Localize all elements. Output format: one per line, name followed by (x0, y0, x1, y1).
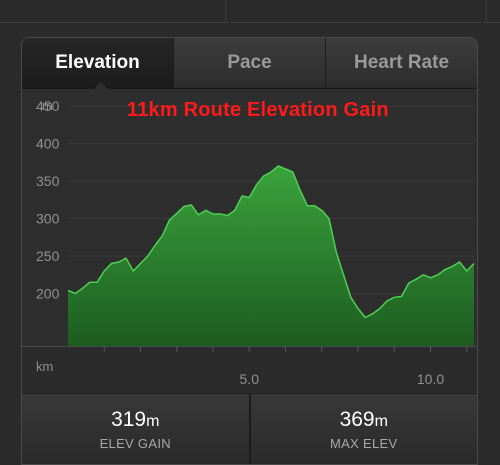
elevation-area (68, 166, 474, 346)
tab-heart-rate[interactable]: Heart Rate (326, 38, 477, 88)
chart-tabs: Elevation Pace Heart Rate (22, 38, 477, 89)
top-bar-divider (225, 0, 226, 22)
stats-bar: 319m ELEV GAIN 369m MAX ELEV (22, 393, 478, 464)
y-unit-label: m (42, 98, 53, 113)
max-elev-label: MAX ELEV (330, 436, 398, 451)
y-tick-label: 350 (36, 173, 60, 189)
top-bar (0, 0, 500, 23)
x-tick-label: 10.0 (417, 371, 444, 387)
max-elev-value: 369m (339, 408, 388, 431)
elev-gain-label: ELEV GAIN (99, 436, 171, 451)
max-elev-stat: 369m MAX ELEV (251, 394, 478, 464)
y-tick-label: 200 (36, 286, 60, 302)
workout-chart-card: Elevation Pace Heart Rate 450 400 350 300 25… (21, 37, 478, 465)
elev-gain-stat: 319m ELEV GAIN (22, 394, 251, 464)
chart-title: 11km Route Elevation Gain (127, 99, 389, 121)
y-tick-label: 450 (36, 98, 60, 114)
elevation-chart: 450 400 350 300 250 200 5.0 10.0 m km 11km Rout… (22, 89, 477, 392)
tab-elevation[interactable]: Elevation (22, 38, 174, 89)
top-bar-divider (486, 0, 487, 22)
tab-pace[interactable]: Pace (174, 38, 326, 88)
x-tick-label: 5.0 (240, 371, 260, 387)
y-tick-label: 400 (36, 136, 60, 152)
x-unit-label: km (36, 359, 54, 374)
x-axis-band (22, 346, 477, 392)
elevation-chart-svg: 450 400 350 300 250 200 5.0 10.0 (22, 98, 477, 392)
elev-gain-value: 319m (111, 408, 160, 431)
y-tick-label: 250 (36, 248, 60, 264)
elevation-line (67, 165, 475, 319)
y-tick-label: 300 (36, 211, 60, 227)
